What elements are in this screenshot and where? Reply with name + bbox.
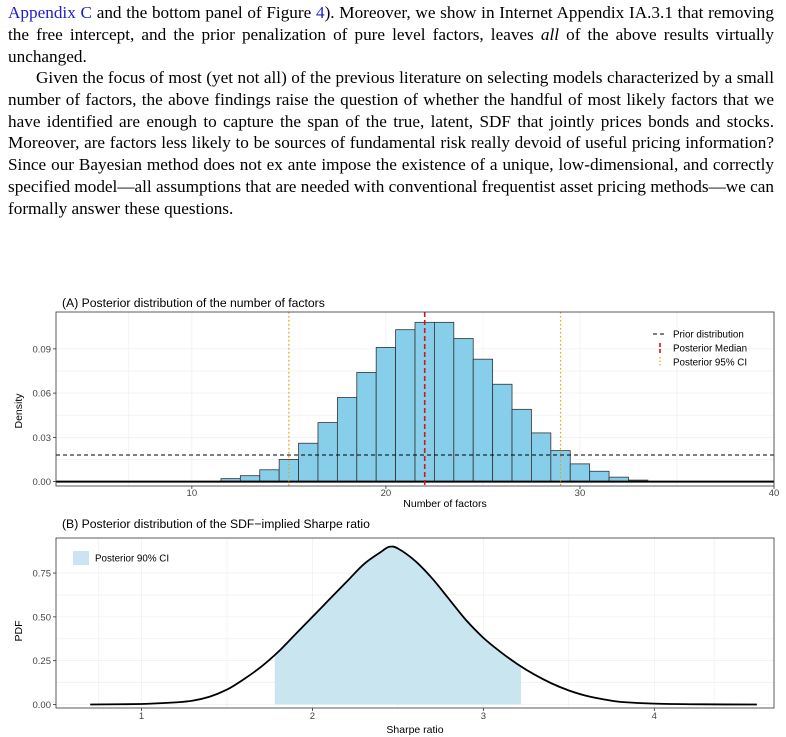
panel-a-chart: 0.00 0.03 0.06 0.09 10 20 30 40 Number of factor… xyxy=(13,311,780,510)
panel-a-bar xyxy=(259,469,280,482)
legend-ci90-label: Posterior 90% CI xyxy=(95,554,169,565)
panel-a-bar xyxy=(336,397,358,482)
panel-a-bar xyxy=(453,338,474,482)
panel-a-xtick-label: 30 xyxy=(575,488,586,499)
p2-text: Given the focus of most (yet not all) of… xyxy=(8,68,774,218)
panel-b-ytick-label: 0.25 xyxy=(33,656,52,667)
panel-a-bar xyxy=(278,459,299,482)
panel-a-bar xyxy=(317,422,338,482)
panel-b-ytick-label: 0.75 xyxy=(33,569,52,580)
panel-a-ytick-label: 0.00 xyxy=(33,477,52,488)
panel-b-chart: 0.00 0.25 0.50 0.75 1 2 3 4 Sharpe ratio PDF Poste… xyxy=(13,537,775,736)
appendix-c-link[interactable]: Appendix C xyxy=(8,3,92,22)
panel-a-bar xyxy=(492,383,513,482)
panel-a-bar xyxy=(434,321,455,482)
panel-b-title: (B) Posterior distribution of the SDF−im… xyxy=(62,517,370,531)
p1-emphasis: all xyxy=(540,24,559,44)
paragraph-1: Appendix C and the bottom panel of Figur… xyxy=(8,2,774,67)
panel-a-bar xyxy=(356,372,377,482)
panel-b-density-curve xyxy=(90,545,757,706)
panel-b-xtick-label: 4 xyxy=(652,711,657,722)
panel-a-bar xyxy=(395,329,416,482)
panel-a-xtick-label: 20 xyxy=(381,488,392,499)
panel-b-frame xyxy=(55,537,775,709)
panel-b-ytick-label: 0.50 xyxy=(33,612,52,623)
legend-median-label: Posterior Median xyxy=(673,344,747,355)
panel-a-ytick-label: 0.09 xyxy=(33,344,52,355)
panel-a-bar xyxy=(511,408,532,482)
legend-ci-label: Posterior 95% CI xyxy=(673,358,747,369)
panel-a-xlabel: Number of factors xyxy=(403,498,486,510)
panel-a-bar xyxy=(472,358,494,482)
panel-a-bar xyxy=(531,432,552,482)
panel-a-ytick-label: 0.03 xyxy=(33,433,52,444)
figure-4-link[interactable]: 4 xyxy=(315,3,325,22)
panel-a-title: (A) Posterior distribution of the number… xyxy=(62,296,325,310)
panel-b-ytick-label: 0.00 xyxy=(33,700,52,711)
panel-a-ytick-label: 0.06 xyxy=(33,389,52,400)
panel-b-xtick-label: 2 xyxy=(310,711,315,722)
panel-b-xtick-label: 1 xyxy=(139,711,144,722)
panel-b-xtick-label: 3 xyxy=(481,711,486,722)
legend-ci90-key xyxy=(73,551,89,565)
panel-a-bar xyxy=(569,463,591,482)
panel-b-xlabel: Sharpe ratio xyxy=(386,724,443,736)
panel-b-ylabel: PDF xyxy=(13,621,25,642)
panel-a-xtick-label: 40 xyxy=(769,488,780,499)
p1-mid-text: and the bottom panel of Figure xyxy=(91,3,316,22)
legend-prior-label: Prior distribution xyxy=(673,330,744,341)
panel-a-bar xyxy=(298,442,319,482)
paragraph-2: Given the focus of most (yet not all) of… xyxy=(8,67,774,220)
p1-rest-text: ). Moreover, we show in Internet Appendi… xyxy=(8,3,774,44)
panel-b-ci-area xyxy=(274,546,521,705)
panel-a-bar xyxy=(375,346,396,482)
panel-a-ylabel: Density xyxy=(13,393,25,429)
panel-a-bar xyxy=(589,470,610,482)
panel-a-frame xyxy=(55,311,775,487)
p1-end-text: of the above results virtually unchanged… xyxy=(8,24,774,66)
panel-a-xtick-label: 10 xyxy=(187,488,198,499)
